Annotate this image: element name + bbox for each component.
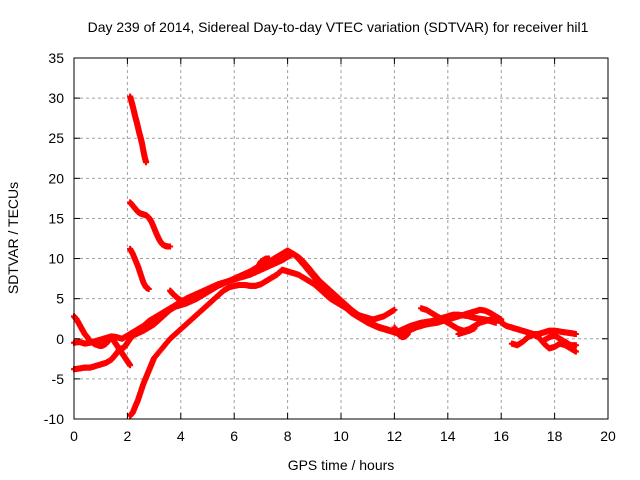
x-tick-label: 12	[387, 428, 403, 444]
data-point	[492, 319, 499, 326]
x-axis-label: GPS time / hours	[288, 457, 395, 473]
y-axis-label: SDTVAR / TECUs	[5, 182, 21, 294]
y-tick-label: 5	[56, 291, 64, 307]
series-arc-f	[127, 245, 152, 293]
chart-grid	[74, 58, 608, 419]
series-arc-e	[127, 199, 174, 250]
x-tick-label: 2	[124, 428, 132, 444]
data-point	[183, 298, 190, 305]
x-tick-labels: 0 2 4 6 8 10 12 14 16 18 20	[70, 428, 616, 444]
data-point	[167, 243, 174, 250]
series-arc-l	[455, 325, 478, 337]
series-arc-j	[391, 324, 411, 341]
y-tick-label: 0	[56, 331, 64, 347]
series-arc-h	[167, 287, 190, 305]
y-tick-label: 20	[48, 170, 64, 186]
x-tick-label: 14	[440, 428, 456, 444]
y-tick-label: 15	[48, 210, 64, 226]
x-tick-label: 6	[230, 428, 238, 444]
data-point	[572, 342, 579, 349]
data-point	[145, 286, 152, 293]
y-tick-labels: -10 -5 0 5 10 15 20 25 30 35	[44, 50, 64, 427]
series-arc-g	[127, 266, 398, 419]
series-arc-i	[255, 255, 272, 270]
y-tick-label: 10	[48, 251, 64, 267]
y-tick-label: -10	[44, 411, 64, 427]
y-tick-label: 25	[48, 130, 64, 146]
data-point	[572, 348, 579, 355]
x-tick-label: 8	[284, 428, 292, 444]
data-point	[265, 255, 272, 262]
x-tick-label: 10	[333, 428, 349, 444]
x-tick-label: 0	[70, 428, 78, 444]
data-point	[471, 325, 478, 332]
chart-marks	[71, 93, 579, 419]
y-tick-label: -5	[52, 371, 65, 387]
data-point	[572, 330, 579, 337]
chart-title: Day 239 of 2014, Sidereal Day-to-day VTE…	[88, 19, 589, 35]
series-arc-o	[540, 332, 579, 349]
data-point	[404, 330, 411, 337]
data-point	[143, 159, 150, 166]
x-tick-label: 20	[600, 428, 616, 444]
chart-ticks	[73, 57, 609, 420]
y-tick-label: 30	[48, 90, 64, 106]
series-arc-d	[127, 93, 150, 166]
x-tick-label: 4	[177, 428, 185, 444]
y-tick-label: 35	[48, 50, 64, 66]
data-point	[391, 306, 398, 313]
x-tick-label: 18	[547, 428, 563, 444]
x-tick-label: 16	[493, 428, 509, 444]
data-point	[127, 362, 134, 369]
